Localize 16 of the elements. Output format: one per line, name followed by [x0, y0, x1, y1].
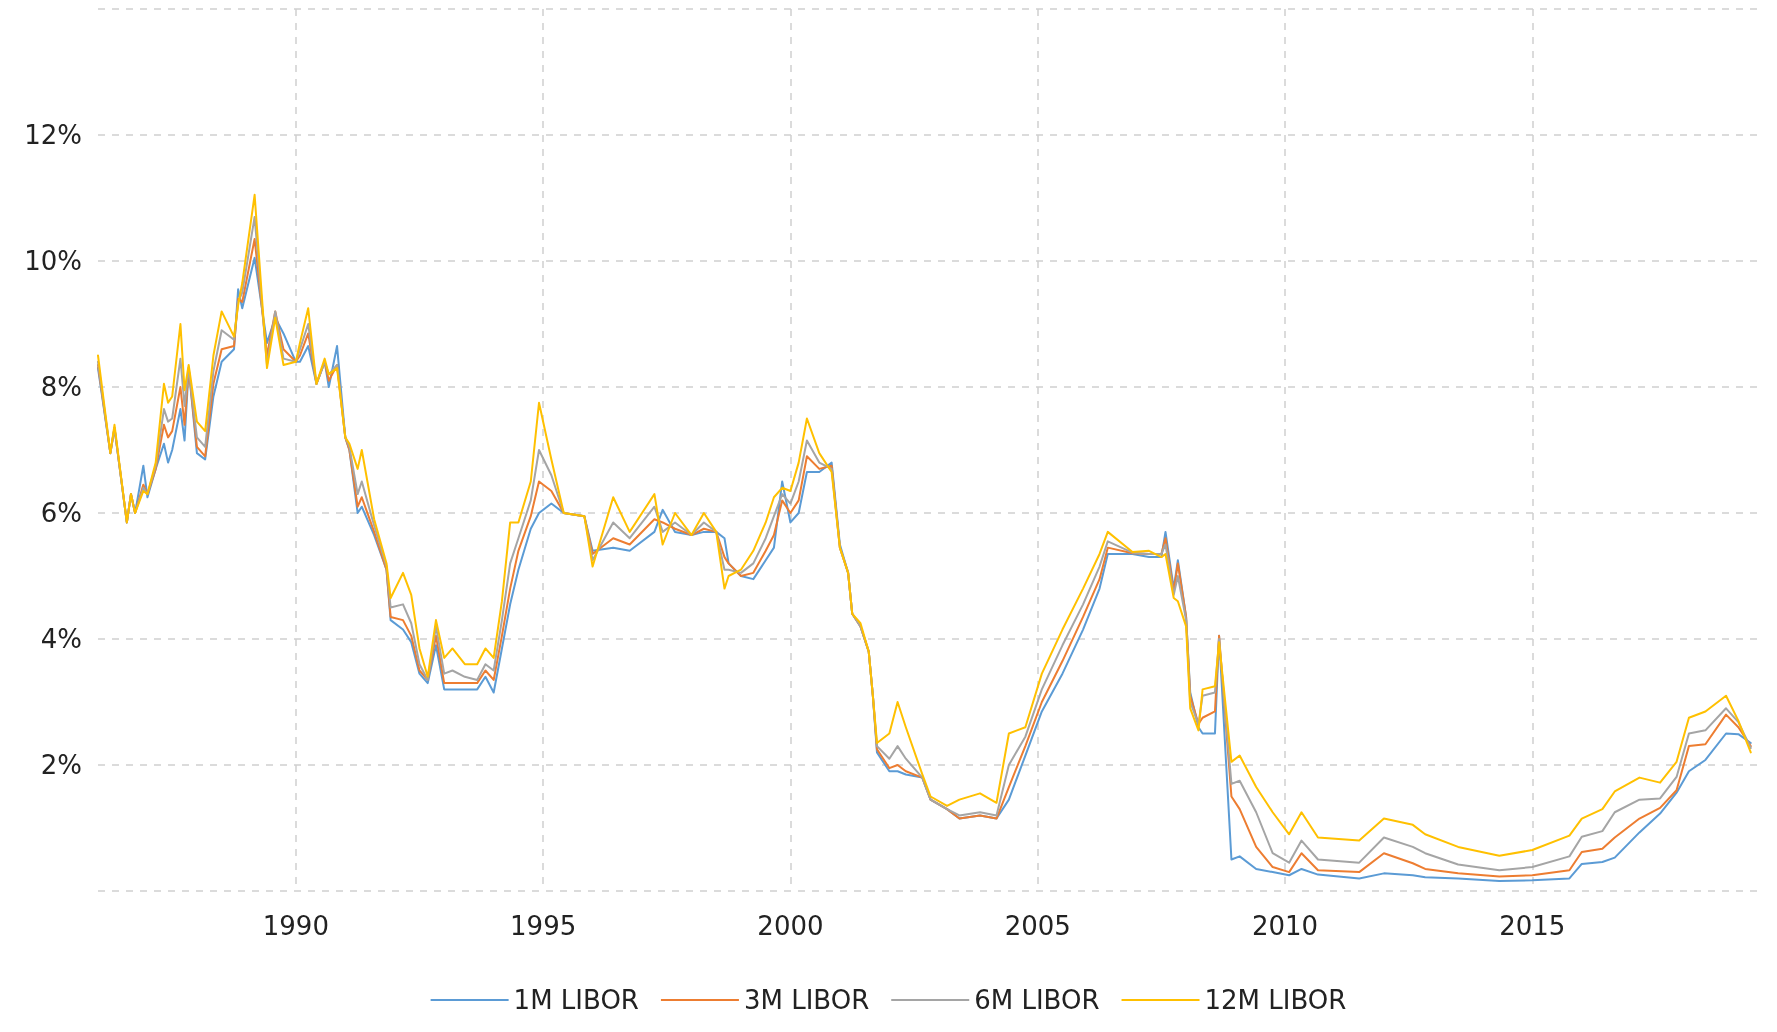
legend-label: 6M LIBOR — [974, 985, 1100, 1015]
x-tick-label: 1990 — [262, 911, 329, 941]
y-tick-label: 4% — [40, 624, 82, 654]
legend-label: 3M LIBOR — [743, 985, 870, 1015]
x-tick-label: 2015 — [1499, 911, 1566, 941]
x-tick-label: 1995 — [510, 911, 577, 941]
x-tick-label: 2010 — [1251, 911, 1319, 941]
legend-label: 12M LIBOR — [1204, 985, 1347, 1015]
x-tick-label: 2005 — [1004, 911, 1071, 941]
legend-label: 1M LIBOR — [513, 985, 639, 1015]
y-tick-label: 10% — [24, 246, 82, 276]
x-tick-label: 2000 — [757, 911, 824, 941]
y-tick-label: 6% — [40, 498, 82, 528]
y-tick-label: 8% — [40, 372, 82, 402]
y-tick-label: 12% — [24, 120, 82, 150]
y-tick-label: 2% — [40, 750, 82, 780]
